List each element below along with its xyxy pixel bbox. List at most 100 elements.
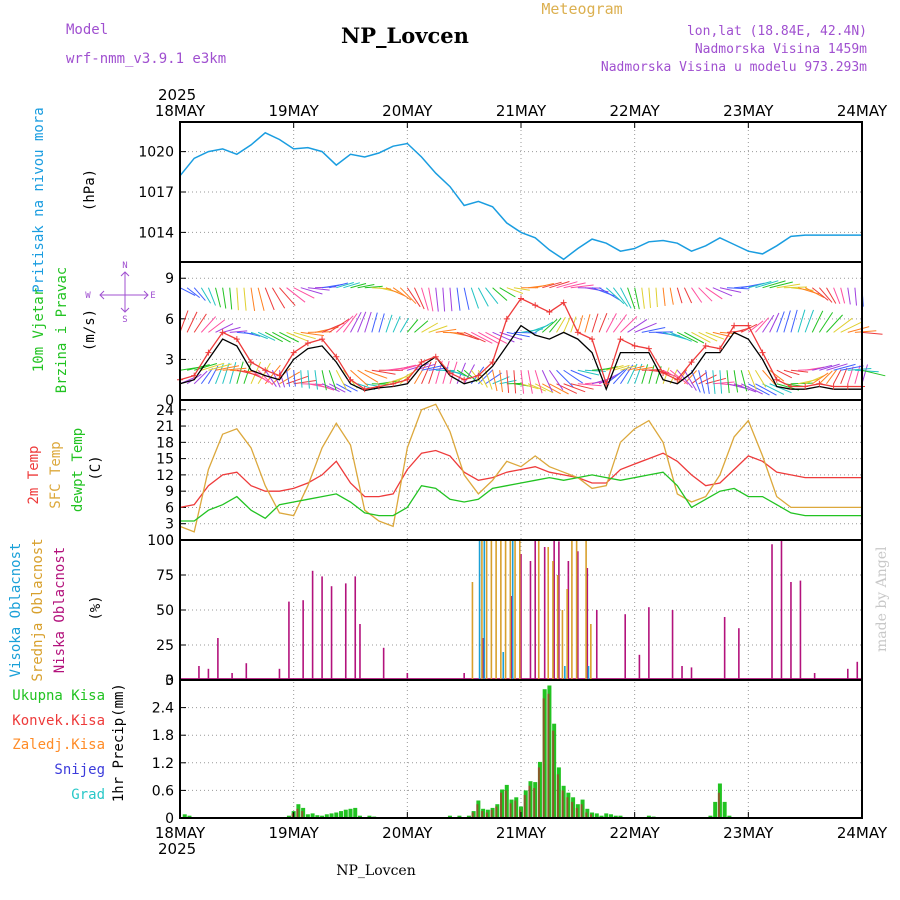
wind-speed-marker — [631, 342, 638, 349]
wind-speed-marker — [660, 369, 667, 376]
wind-arrow — [684, 331, 705, 344]
wind-speed-marker — [745, 322, 752, 329]
wind-arrow — [598, 287, 620, 301]
wind-arrow — [449, 287, 453, 312]
wind-speed-marker — [546, 309, 553, 316]
precip-conv-bar — [519, 809, 521, 818]
wind-arrow — [762, 383, 785, 395]
precip-total-bar — [466, 815, 471, 818]
wind-ylabel: 10m Vjetar — [31, 288, 47, 372]
wind-arrow — [812, 364, 833, 371]
wind-arrow — [705, 377, 727, 385]
wind-arrow — [804, 309, 814, 333]
y-tick-label: 0 — [165, 393, 174, 409]
wind-arrow — [414, 320, 429, 333]
wind-arrow — [648, 287, 651, 308]
date-tick-top: 24MAY — [837, 102, 888, 120]
precip-total-bar — [713, 801, 718, 818]
wind-arrow — [236, 369, 260, 376]
y-tick-label: 24 — [156, 403, 174, 419]
wind-arrow — [485, 372, 502, 385]
y-tick-label: 0.6 — [152, 783, 174, 799]
wind-arrow — [477, 370, 488, 388]
wind-arrow — [854, 365, 861, 384]
wind-arrow — [612, 314, 628, 333]
wind-arrow — [570, 284, 594, 289]
wind-arrow — [811, 372, 829, 385]
wind-arrow — [300, 287, 323, 295]
wind-arrow — [314, 370, 318, 390]
wind-arrow — [364, 369, 388, 379]
wind-arrow — [243, 287, 247, 311]
wind-arrow — [755, 369, 767, 388]
precip-total-bar — [182, 814, 187, 818]
wind-speed-marker — [802, 383, 809, 390]
wind-speed-marker — [262, 367, 269, 374]
wind-arrow — [357, 284, 375, 289]
dewpt-line — [180, 471, 862, 522]
precip-total-bar — [367, 815, 372, 818]
wind-arrow — [506, 331, 530, 338]
wind-arrow — [662, 369, 683, 381]
wind-arrow — [321, 370, 327, 391]
wind-arrow — [485, 331, 508, 344]
wind-arrow — [272, 331, 291, 343]
wind-arrow — [556, 281, 578, 289]
frame-layer — [179, 121, 863, 819]
wind-arrow — [456, 287, 461, 311]
wind-axis-labels: 10m Vjetar Brzina i Pravac (m/s) N W E S — [31, 261, 156, 393]
date-tick-top: 21MAY — [496, 102, 547, 120]
wind-arrow — [840, 367, 848, 384]
wind-arrow — [442, 287, 446, 312]
wind-arrow — [385, 314, 393, 333]
pressure-axis-labels: Pritisak na nivou mora (hPa) — [31, 107, 98, 292]
wind-arrow — [683, 369, 697, 391]
wind-arrow — [776, 311, 785, 333]
wind-arrow — [485, 370, 493, 390]
precip-conv-bar — [533, 788, 536, 818]
precip-conv-bar — [717, 792, 720, 818]
wind-arrow — [733, 383, 757, 393]
wind-speed-marker — [375, 383, 382, 390]
wind-ylabel2: Brzina i Pravac — [54, 267, 70, 393]
wind-arrow — [620, 365, 637, 371]
wind-speed-marker — [574, 329, 581, 336]
wind-arrow — [740, 370, 748, 392]
precip-total-bar — [613, 815, 618, 818]
wind-arrow — [705, 331, 725, 340]
wind-speed-marker — [475, 372, 482, 379]
wind-arrow — [705, 370, 710, 394]
wind-arrow — [563, 282, 586, 289]
wind-arrow — [847, 368, 872, 371]
wind-arrow — [854, 330, 877, 333]
wind-arrow — [186, 364, 210, 371]
wind-arrow — [335, 315, 354, 333]
date-tick-bottom: 21MAY — [496, 824, 547, 842]
wind-arrow — [208, 319, 226, 333]
wind-speed-marker — [560, 299, 567, 306]
wind-arrow — [783, 369, 800, 376]
precip-conv-bar — [523, 795, 526, 818]
wind-arrow — [598, 313, 608, 333]
page-title: NP_Lovcen — [341, 23, 469, 48]
precip-conv-bar — [537, 767, 540, 818]
wind-arrow — [250, 369, 270, 383]
compass-icon — [99, 271, 149, 313]
wind-arrow — [286, 370, 291, 387]
wind-arrow — [577, 315, 584, 333]
wind-arrow — [350, 311, 362, 333]
wind-speed-marker — [503, 315, 510, 322]
precip-conv-bar — [471, 812, 474, 818]
wind-arrow — [811, 310, 824, 333]
precip-total-bar — [187, 815, 192, 818]
wind-arrow — [236, 361, 244, 384]
y-tick-label: 1020 — [138, 145, 174, 161]
wind-arrow — [421, 322, 439, 333]
y-tick-label: 0 — [165, 673, 174, 689]
wind-arrow — [207, 365, 219, 385]
wind-arrow — [414, 362, 427, 385]
wind-arrow — [556, 316, 566, 333]
wind-arrow — [613, 364, 630, 371]
wind-arrow — [541, 370, 553, 393]
wind-arrow — [314, 383, 335, 391]
